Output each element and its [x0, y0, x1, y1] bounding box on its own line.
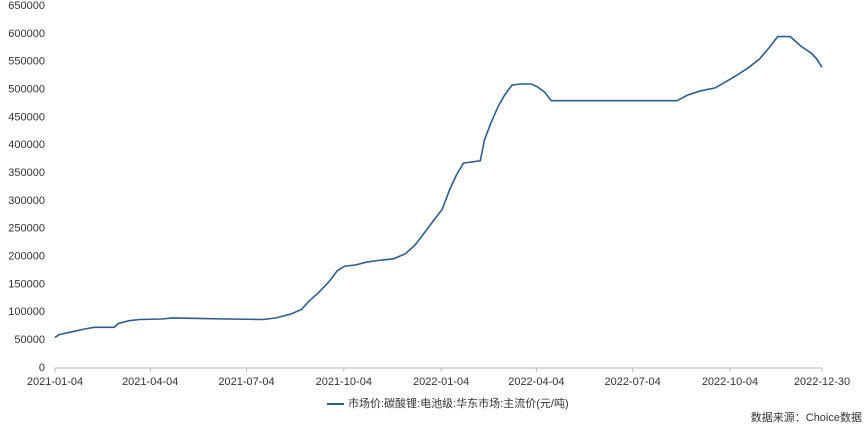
legend-label: 市场价:碳酸锂:电池级:华东市场:主流价(元/吨): [348, 396, 569, 410]
y-tick-label: 350000: [8, 167, 45, 179]
y-tick-label: 550000: [8, 56, 45, 68]
y-tick-label: 250000: [8, 223, 45, 235]
y-tick-label: 0: [39, 362, 45, 374]
y-tick-label: 650000: [8, 0, 45, 12]
y-tick-label: 100000: [8, 306, 45, 318]
x-tick-label: 2021-04-04: [122, 376, 178, 388]
x-tick-label: 2021-01-04: [27, 376, 83, 388]
x-tick-label: 2022-10-04: [702, 376, 758, 388]
x-tick-label: 2022-04-04: [508, 376, 564, 388]
x-tick-label: 2022-12-30: [794, 376, 850, 388]
y-tick-label: 500000: [8, 83, 45, 95]
y-tick-label: 450000: [8, 111, 45, 123]
x-tick-label: 2022-07-04: [604, 376, 660, 388]
y-tick-label: 200000: [8, 251, 45, 263]
y-tick-label: 50000: [14, 334, 45, 346]
y-tick-label: 400000: [8, 139, 45, 151]
x-tick-label: 2021-10-04: [316, 376, 372, 388]
series-line: [54, 35, 823, 339]
y-tick-label: 600000: [8, 28, 45, 40]
y-tick-label: 150000: [8, 278, 45, 290]
x-tick-label: 2022-01-04: [413, 376, 469, 388]
y-tick-label: 300000: [8, 195, 45, 207]
x-tick-label: 2021-07-04: [218, 376, 274, 388]
source-note: 数据来源：Choice数据: [751, 410, 862, 424]
